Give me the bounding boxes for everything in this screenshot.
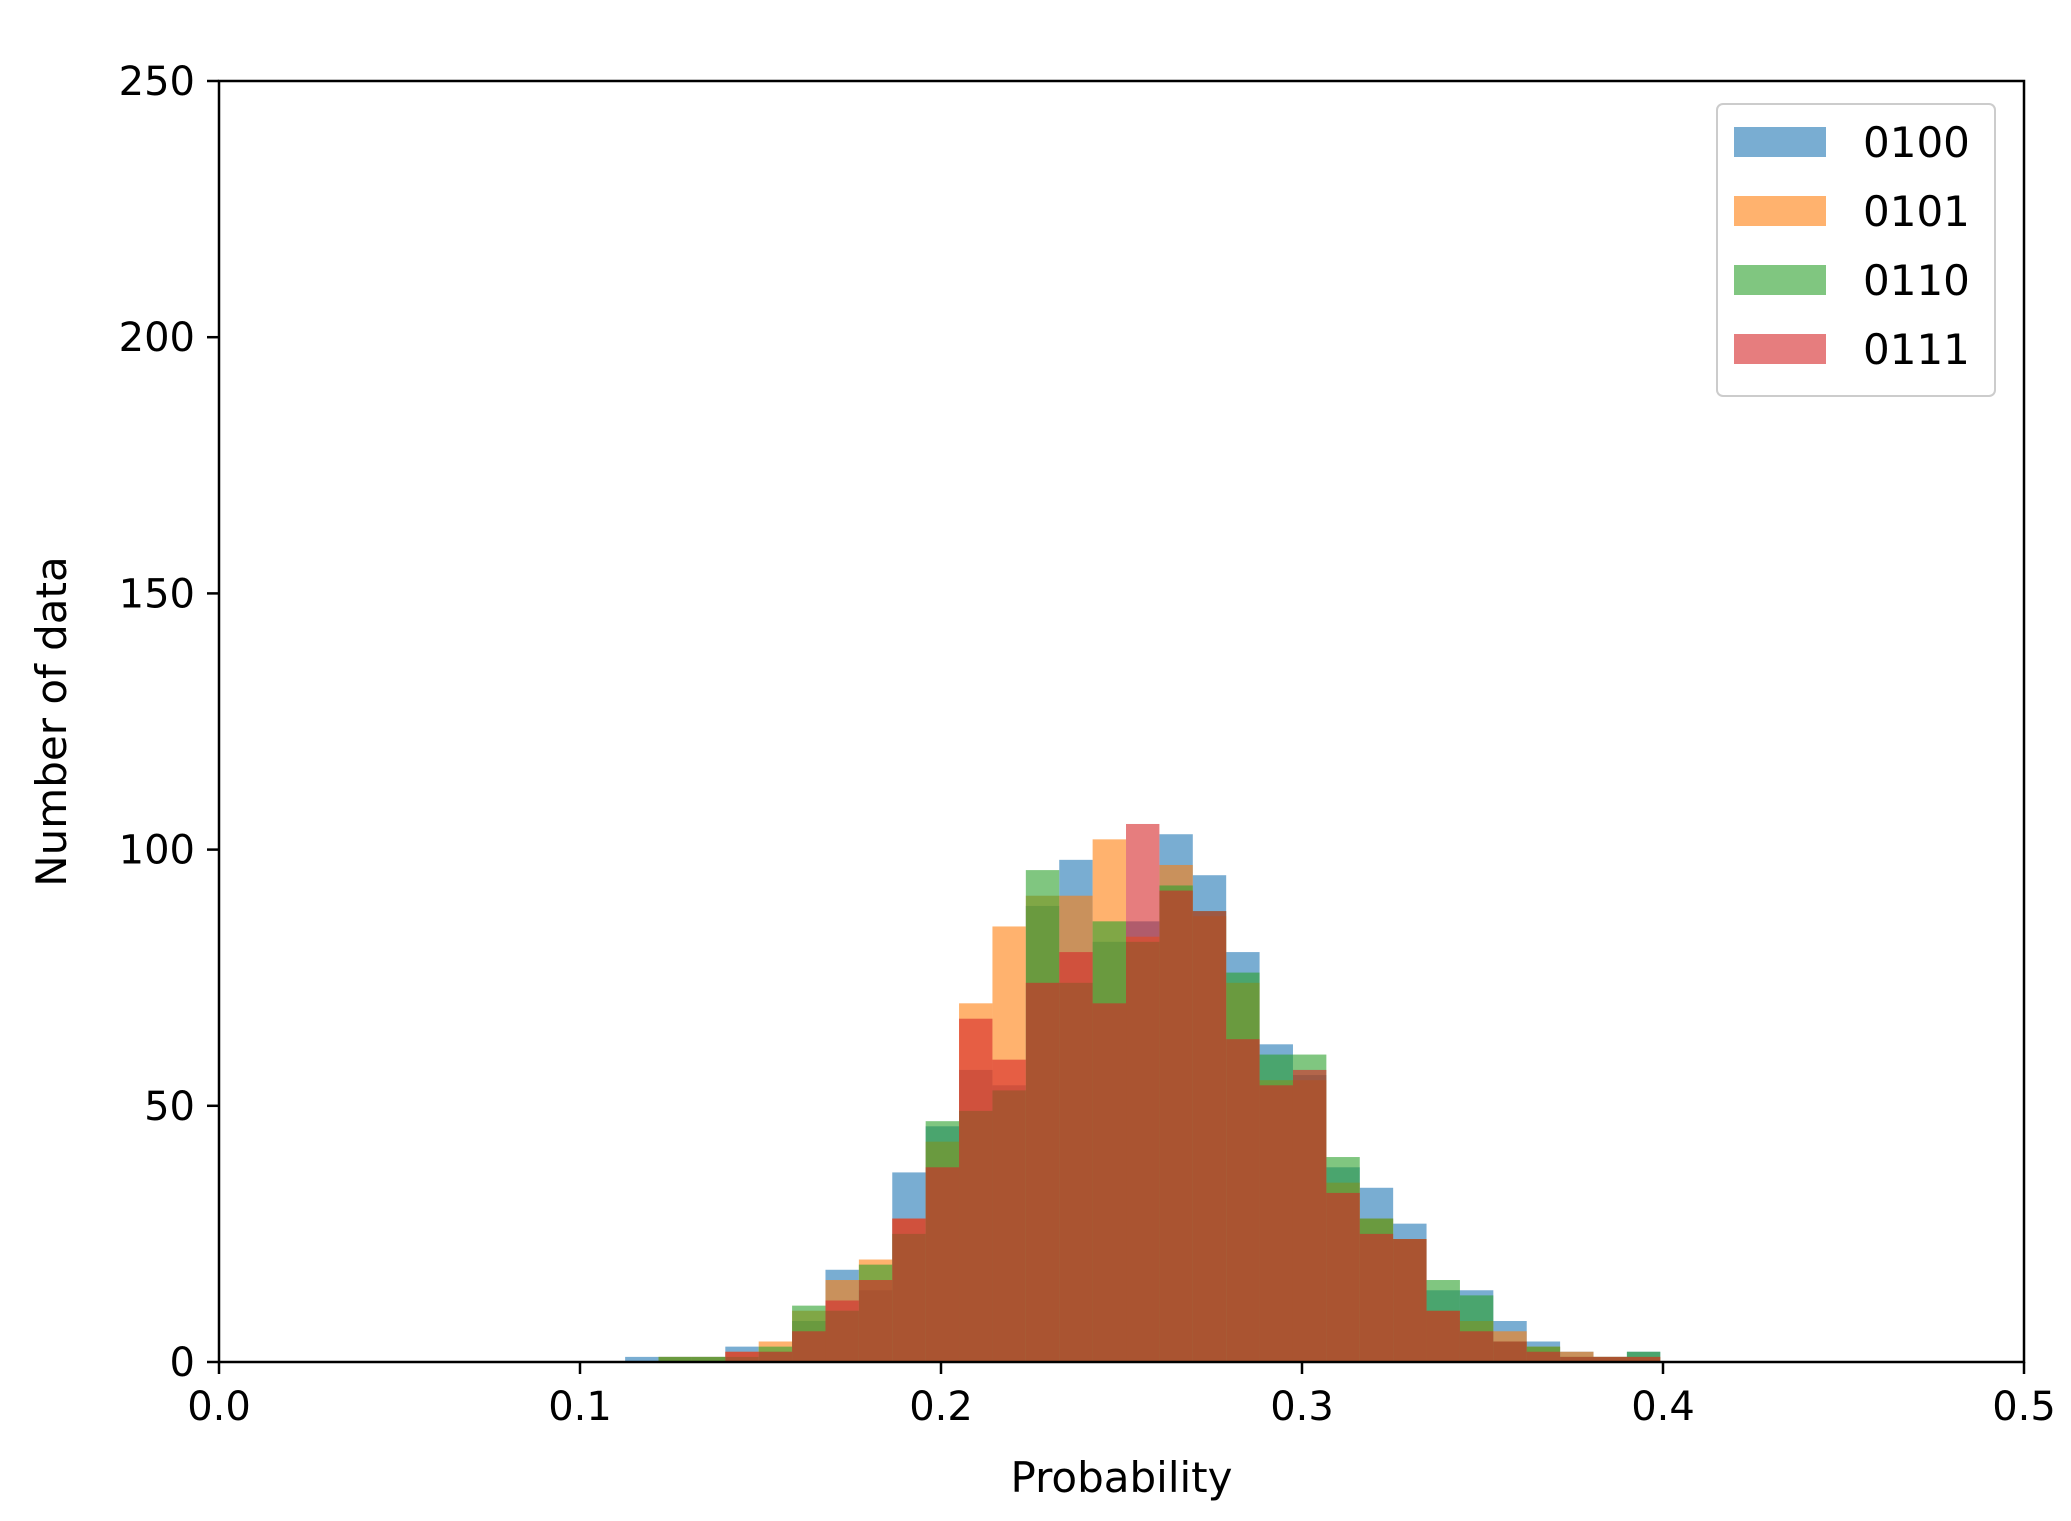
x-tick-label-2: 0.2 [909, 1384, 973, 1430]
x-axis: 0.0 0.1 0.2 0.3 0.4 0.5 [187, 1362, 2056, 1430]
y-tick-label-1: 50 [144, 1084, 195, 1130]
legend-swatch-0110 [1734, 265, 1826, 295]
y-tick-label-2: 100 [119, 828, 195, 874]
bar-0111-22 [1359, 1233, 1394, 1362]
bar-0111-4 [758, 1351, 793, 1362]
bar-0110-1 [658, 1356, 692, 1362]
x-axis-label: Probability [1010, 1453, 1232, 1502]
bar-0110-2 [691, 1356, 726, 1362]
bar-0111-28 [1560, 1356, 1594, 1362]
bar-0111-29 [1593, 1356, 1627, 1362]
legend-label-0110: 0110 [1863, 256, 1970, 305]
bar-0111-5 [792, 1331, 826, 1362]
bar-0111-23 [1393, 1239, 1427, 1362]
legend-label-0101: 0101 [1863, 187, 1970, 236]
legend-swatch-0100 [1734, 127, 1826, 157]
bar-0111-9 [925, 1167, 960, 1362]
legend-swatch-0101 [1734, 196, 1826, 226]
x-tick-label-4: 0.4 [1631, 1384, 1695, 1430]
bar-0110-30 [1626, 1351, 1661, 1362]
y-axis: 0 50 100 150 200 250 [119, 59, 219, 1386]
legend-swatch-0111 [1734, 334, 1826, 364]
bar-0111-26 [1493, 1341, 1527, 1362]
bar-layer [625, 823, 1661, 1362]
bar-0111-24 [1426, 1310, 1460, 1362]
plot-frame [217, 79, 2026, 1364]
y-tick-label-5: 250 [119, 59, 195, 105]
bar-0111-14 [1092, 1003, 1127, 1362]
legend-label-0100: 0100 [1863, 118, 1970, 167]
bar-0111-25 [1459, 1331, 1494, 1362]
bar-0111-30 [1626, 1356, 1661, 1362]
bar-0111-13 [1059, 952, 1093, 1362]
y-axis-label: Number of data [27, 556, 76, 887]
bar-0111-16 [1159, 890, 1193, 1362]
bar-0111-18 [1226, 1039, 1260, 1362]
bar-0111-17 [1192, 911, 1227, 1362]
bar-0111-12 [1025, 982, 1060, 1362]
bar-0111-21 [1326, 1192, 1360, 1362]
bar-0111-15 [1126, 823, 1160, 1362]
bar-0101-28 [1560, 1351, 1594, 1362]
legend-box [1716, 103, 1996, 397]
x-tick-label-1: 0.1 [548, 1384, 612, 1430]
x-tick-label-5: 0.5 [1992, 1384, 2056, 1430]
bar-0111-10 [959, 1018, 993, 1362]
y-tick-label-4: 200 [119, 315, 195, 361]
x-tick-label-3: 0.3 [1270, 1384, 1334, 1430]
y-tick-label-3: 150 [119, 571, 195, 617]
bar-0111-3 [725, 1351, 759, 1362]
bar-0111-19 [1259, 1085, 1293, 1362]
legend-label-0111: 0111 [1863, 325, 1970, 374]
bar-0111-6 [825, 1300, 859, 1362]
bar-0111-27 [1526, 1351, 1561, 1362]
legend: 0100 0101 0110 0111 [1716, 103, 1996, 397]
bar-0111-7 [858, 1280, 893, 1362]
x-tick-label-0: 0.0 [187, 1384, 251, 1430]
bar-0111-20 [1292, 1069, 1327, 1362]
y-tick-label-0: 0 [170, 1340, 195, 1386]
bar-0100-0 [625, 1356, 659, 1362]
bar-0111-8 [892, 1218, 926, 1362]
bar-0111-11 [992, 1059, 1026, 1362]
